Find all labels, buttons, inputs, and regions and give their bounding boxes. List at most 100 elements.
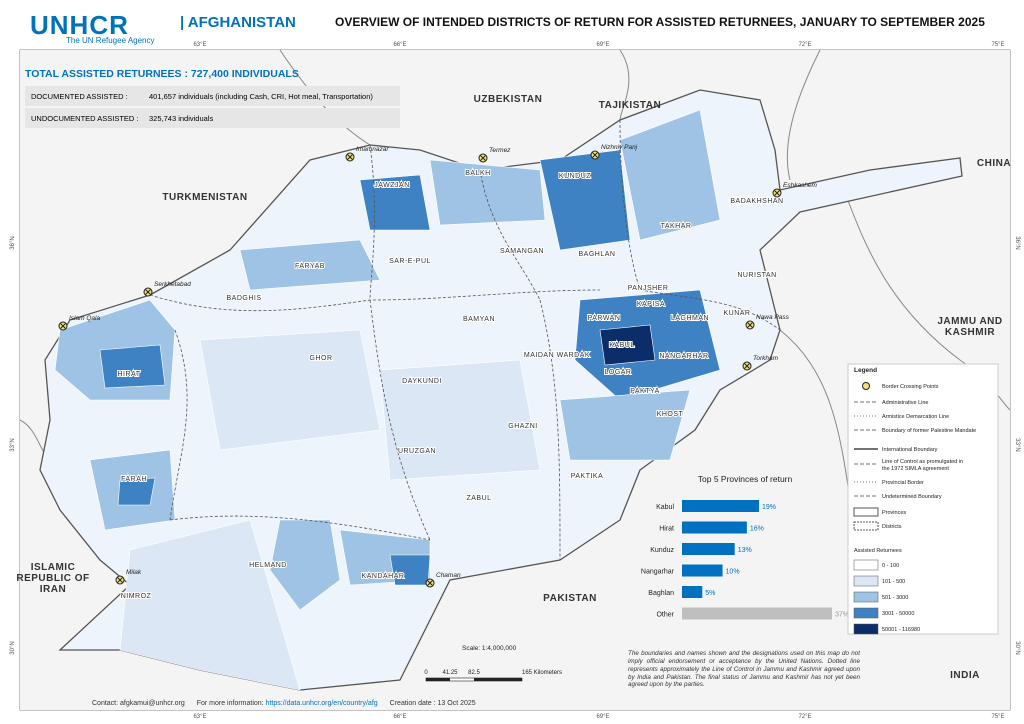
value-label: 37% xyxy=(835,612,849,619)
scale-tick-label: 82.5 xyxy=(468,670,480,676)
row-value: 325,743 individuals xyxy=(149,113,214,123)
province-label: FARAH xyxy=(121,476,147,483)
province-label: FARYAB xyxy=(295,263,325,270)
value-label: 19% xyxy=(762,504,776,511)
chart-title: Top 5 Provinces of return xyxy=(698,474,793,484)
district-area xyxy=(599,324,656,366)
row-label: UNDOCUMENTED ASSISTED : xyxy=(31,113,139,123)
legend-symbol xyxy=(853,507,879,517)
province-label: JAWZJAN xyxy=(374,182,410,189)
district-area xyxy=(559,389,691,461)
category-label: Kabul xyxy=(656,504,674,511)
country-label: JAMMU AND KASHMIR xyxy=(937,316,1003,338)
longitude-label: 72°E xyxy=(798,714,811,720)
scale-tick-label: 41.25 xyxy=(442,670,458,676)
province-label: MAIDAN WARDAK xyxy=(524,352,590,359)
country-label: UZBEKISTAN xyxy=(473,94,543,105)
row-value: 401,657 individuals (including Cash, CRI… xyxy=(149,91,373,101)
province-label: KABUL xyxy=(609,342,634,349)
province-label: LAGHMAN xyxy=(671,315,709,322)
border-crossing-cross xyxy=(480,155,486,161)
province-label: NANGARHAR xyxy=(659,353,708,360)
category-label: Baghlan xyxy=(648,590,674,597)
province-label: BADAKHSHAN xyxy=(730,198,783,205)
row-label: DOCUMENTED ASSISTED : xyxy=(31,91,128,101)
info-label: For more information: xyxy=(196,700,264,707)
country-name: | AFGHANISTAN xyxy=(180,14,296,31)
province-label: KUNAR xyxy=(723,310,750,317)
province-label: PANJSHER xyxy=(628,285,669,292)
latitude-label: 30°N xyxy=(1014,641,1020,654)
legend-box xyxy=(847,363,999,635)
border-point-label: Chaman xyxy=(436,572,461,579)
logo: UNHCR xyxy=(30,10,129,40)
district-area xyxy=(429,159,546,226)
border-point-label: Islam Qala xyxy=(69,315,100,322)
longitude-label: 75°E xyxy=(991,714,1004,720)
longitude-label: 63°E xyxy=(193,714,206,720)
border-point-label: Milak xyxy=(126,569,142,576)
border-point-label: Eshkashem xyxy=(783,182,818,189)
legend-class-label: 501 - 3000 xyxy=(882,595,908,601)
longitude-label: 66°E xyxy=(393,42,406,48)
legend-symbol xyxy=(862,382,870,390)
logo-subtitle: The UN Refugee Agency xyxy=(66,36,155,45)
district-area xyxy=(269,519,341,611)
footer: Contact: afgkamui@unhcr.org For more inf… xyxy=(92,700,476,707)
province-label: HELMAND xyxy=(249,562,287,569)
legend-class-swatch xyxy=(853,623,879,635)
info-link[interactable]: https://data.unhcr.org/en/country/afg xyxy=(265,700,378,707)
category-label: Hirat xyxy=(659,526,674,533)
province-label: GHAZNI xyxy=(508,423,537,430)
scale-label: Scale: 1:4,000,000 xyxy=(462,645,517,652)
province-label: URUZGAN xyxy=(398,448,436,455)
province-label: BADGHIS xyxy=(226,295,261,302)
longitude-label: 66°E xyxy=(393,714,406,720)
district-area xyxy=(119,519,301,691)
district-area xyxy=(359,174,431,231)
province-label: ZABUL xyxy=(466,495,491,502)
country-label: TURKMENISTAN xyxy=(162,192,248,203)
district-area xyxy=(199,329,381,451)
country-label: TAJIKISTAN xyxy=(598,100,662,111)
disclaimer: The boundaries and names shown and the d… xyxy=(628,650,860,689)
border-crossing-cross xyxy=(117,577,123,583)
province-label: BAMYAN xyxy=(463,316,495,323)
longitude-label: 75°E xyxy=(991,42,1004,48)
scale-bar-segment xyxy=(474,678,522,681)
district-area xyxy=(99,344,166,389)
province-label: KAPISA xyxy=(637,301,665,308)
legend-label: Undetermined Boundary xyxy=(882,494,942,500)
value-label: 13% xyxy=(738,547,752,554)
province-label: SAR-E-PUL xyxy=(389,258,431,265)
border-point-label: Termez xyxy=(489,147,511,154)
border-crossing-cross xyxy=(145,289,151,295)
province-label: BALKH xyxy=(465,170,490,177)
value-label: 16% xyxy=(750,526,764,533)
legend-label: Boundary of former Palestine Mandate xyxy=(882,428,976,434)
legend-label: Line of Control as promulgated in the 197… xyxy=(882,459,963,472)
province-label: KUNDUZ xyxy=(559,173,591,180)
legend-label: Provinces xyxy=(882,510,906,516)
latitude-label: 33°N xyxy=(10,438,16,451)
border-point-label: Serkhetabad xyxy=(154,281,191,288)
longitude-label: 72°E xyxy=(798,42,811,48)
province-label: NIMROZ xyxy=(121,593,152,600)
province-label: KANDAHAR xyxy=(362,573,405,580)
country-label: INDIA xyxy=(950,670,980,681)
province-label: HIRAT xyxy=(118,371,141,378)
province-label: SAMANGAN xyxy=(500,248,544,255)
border-crossing-cross xyxy=(427,580,433,586)
border-crossing-cross xyxy=(60,323,66,329)
legend-class-label: 101 - 500 xyxy=(882,579,905,585)
province-label: PAKTYA xyxy=(630,388,660,395)
legend-label: Border Crossing Points xyxy=(882,384,939,390)
border-point-label: Imamnazar xyxy=(356,146,389,153)
legend-class-swatch xyxy=(853,607,879,619)
bar xyxy=(682,586,703,598)
summary-box: TOTAL ASSISTED RETURNEES : 727,400 INDIV… xyxy=(25,68,400,130)
province-label: TAKHAR xyxy=(661,223,692,230)
province-label: KHOST xyxy=(657,411,684,418)
district-area xyxy=(619,109,721,241)
border-crossing-cross xyxy=(592,152,598,158)
